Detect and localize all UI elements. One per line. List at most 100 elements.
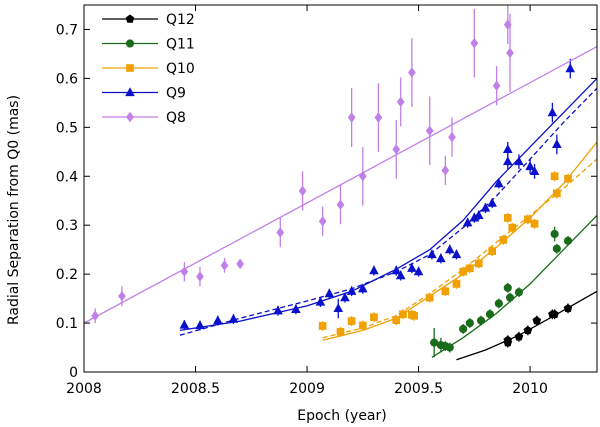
legend-label-q12: Q12: [166, 12, 195, 28]
x-tick-label-3: 2009.5: [394, 381, 443, 397]
y-tick-label-6: 0.6: [56, 71, 78, 87]
legend-marker-q12: [125, 14, 135, 23]
point-q9-19: [444, 244, 455, 254]
point-q10-2: [347, 317, 356, 325]
legend-label-q11: Q11: [166, 37, 195, 53]
point-q11-5: [465, 318, 474, 328]
point-q10-13: [466, 264, 474, 273]
series-q8: [83, 5, 598, 324]
point-q9-30: [525, 161, 535, 171]
point-q10-3: [358, 321, 367, 330]
point-q8-6: [276, 227, 285, 238]
point-q11-10: [505, 293, 515, 302]
fit-line-q9: [179, 77, 598, 332]
point-q9-26: [494, 178, 504, 188]
point-q10-8: [410, 311, 418, 320]
point-q12-3: [523, 325, 533, 335]
point-q9-15: [407, 262, 417, 272]
point-q9-31: [529, 166, 540, 175]
point-q9-33: [552, 139, 562, 149]
plot-frame: [83, 4, 598, 373]
point-q10-5: [392, 316, 401, 324]
point-q12-1: [503, 338, 513, 347]
legend-marker-q11: [125, 39, 135, 48]
x-tick-label-4: 2010: [512, 381, 548, 397]
point-q9-9: [340, 292, 350, 302]
point-q9-17: [427, 249, 437, 259]
plot-data: [83, 5, 598, 361]
y-tick-label-5: 0.5: [56, 120, 78, 136]
point-q8-1: [118, 290, 126, 302]
series-q10: [318, 141, 598, 341]
point-q11-11: [514, 288, 524, 297]
point-q10-9: [425, 293, 434, 302]
point-q9-5: [291, 304, 301, 313]
legend-item-q9: Q9: [102, 86, 186, 102]
point-q8-5: [236, 258, 244, 270]
series-q12: [456, 290, 598, 361]
point-q10-19: [524, 215, 532, 224]
axes: 2008 2008.5 2009 2009.5 2010 0 0.1 0.2 0.3 0.4 0.5…: [56, 4, 598, 397]
point-q11-4: [459, 324, 468, 334]
legend: Q12 Q11 Q10 Q9 Q8: [102, 12, 195, 126]
point-q8-3: [196, 271, 204, 282]
point-q9-20: [451, 249, 462, 259]
point-q9-4: [273, 305, 283, 315]
point-q9-22: [469, 212, 480, 222]
point-q12-4: [532, 316, 542, 325]
point-q9-3: [228, 313, 239, 323]
series-q9: [179, 58, 598, 336]
point-q10-6: [399, 310, 407, 319]
point-q11-0: [430, 338, 439, 347]
legend-item-q10: Q10: [102, 61, 195, 77]
legend-item-q8: Q8: [102, 110, 186, 126]
legend-marker-q9: [125, 87, 135, 97]
x-axis-label: Epoch (year): [297, 408, 386, 424]
fit-dashed-line-q9: [179, 87, 598, 336]
point-q8-15: [408, 67, 416, 78]
point-q10-22: [553, 189, 561, 198]
fit-line-q8: [83, 46, 598, 324]
point-q9-2: [213, 315, 223, 325]
point-q9-18: [436, 253, 446, 263]
point-q8-17: [441, 165, 450, 176]
point-q10-1: [336, 328, 345, 336]
point-q8-7: [298, 185, 307, 197]
point-q11-3: [445, 343, 454, 352]
point-q9-28: [502, 156, 513, 166]
point-q9-6: [315, 296, 326, 306]
point-q11-12: [550, 229, 559, 239]
legend-label-q10: Q10: [166, 61, 195, 77]
point-q8-13: [392, 144, 401, 155]
x-tick-label-1: 2008.5: [171, 381, 220, 397]
point-q8-11: [358, 170, 367, 182]
point-q11-13: [552, 244, 561, 253]
point-q12-7: [563, 303, 573, 313]
point-q12-6: [550, 309, 559, 318]
point-q11-8: [494, 299, 503, 308]
point-q10-21: [550, 172, 559, 181]
point-q12-2: [514, 332, 524, 341]
point-q10-17: [503, 214, 512, 222]
point-q8-10: [347, 112, 356, 123]
point-q9-23: [473, 210, 484, 220]
point-q9-16: [413, 266, 424, 276]
point-q9-1: [195, 320, 205, 330]
point-q8-9: [336, 199, 345, 210]
x-tick-label-0: 2008: [66, 381, 102, 397]
point-q8-14: [396, 96, 405, 108]
point-q9-10: [346, 285, 357, 295]
point-q10-23: [564, 174, 572, 183]
point-q8-18: [448, 131, 456, 143]
point-q10-4: [370, 313, 378, 322]
point-q8-2: [180, 266, 189, 277]
point-q9-32: [547, 107, 558, 117]
point-q10-16: [499, 236, 508, 244]
y-tick-label-4: 0.4: [56, 169, 78, 185]
point-q8-4: [220, 260, 229, 271]
x-tick-label-2: 2009: [289, 381, 325, 397]
point-q8-12: [374, 112, 383, 123]
point-q9-12: [369, 265, 379, 275]
